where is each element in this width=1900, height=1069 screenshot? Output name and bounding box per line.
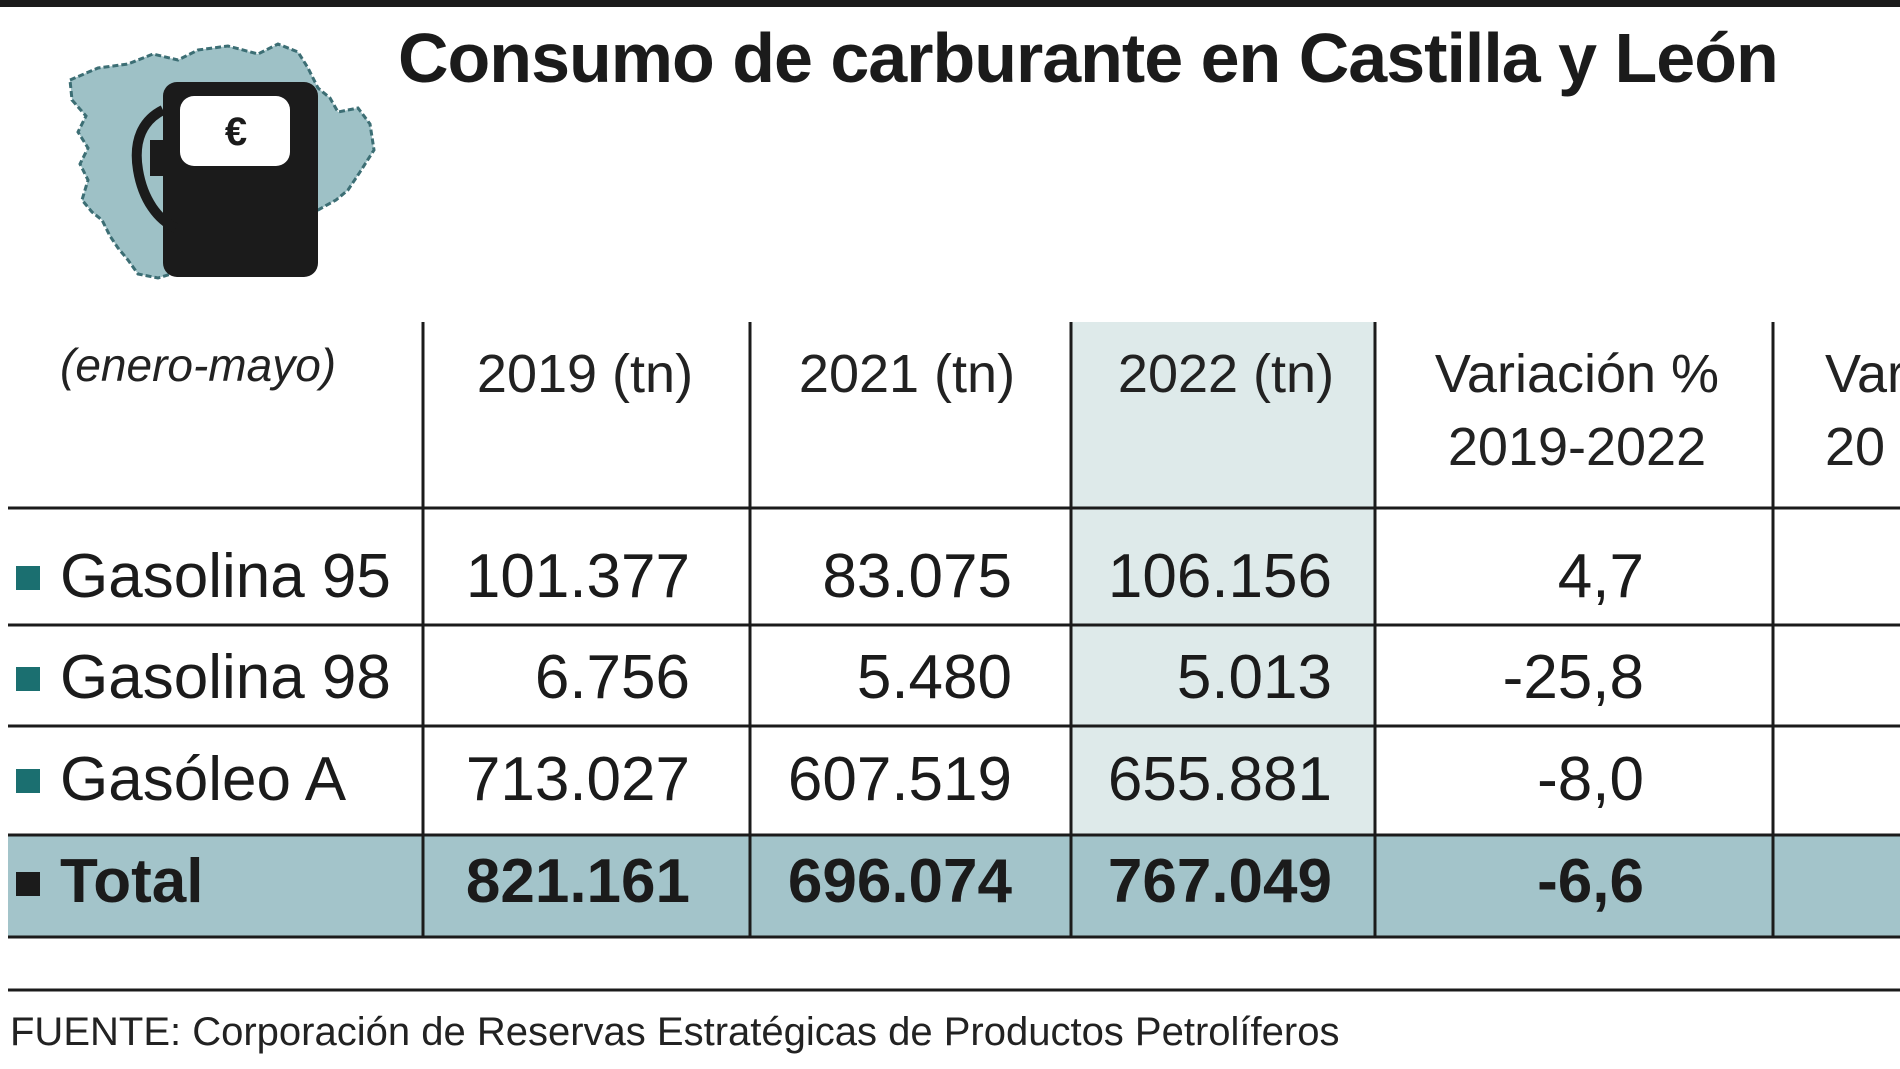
cell-value: 4,7 xyxy=(1557,542,1644,611)
cell-value: 106.156 xyxy=(1107,542,1332,611)
source-note: FUENTE: Corporación de Reservas Estratég… xyxy=(10,1010,1340,1054)
total-value: 696.074 xyxy=(787,847,1012,916)
row-label-gasolina-98: Gasolina 98 xyxy=(60,643,391,712)
cell-value: 6.756 xyxy=(534,643,690,712)
fuel-pump-icon xyxy=(131,82,318,277)
total-row-background xyxy=(8,835,1900,937)
cell-value: 101.377 xyxy=(465,542,690,611)
top-rule xyxy=(0,0,1900,7)
row-label-gasolina-95: Gasolina 95 xyxy=(60,542,391,611)
total-value: 767.049 xyxy=(1107,847,1332,916)
total-value: -6,6 xyxy=(1537,847,1644,916)
total-value: 821.161 xyxy=(465,847,690,916)
cell-value: 83.075 xyxy=(822,542,1012,611)
chart-title: Consumo de carburante en Castilla y León xyxy=(398,19,1779,97)
cell-value: 607.519 xyxy=(787,745,1012,814)
cell-value: -8,0 xyxy=(1537,745,1644,814)
period-label: (enero-mayo) xyxy=(60,339,337,391)
euro-symbol: € xyxy=(225,110,247,154)
cell-value: 5.013 xyxy=(1176,643,1332,712)
row-label-total: Total xyxy=(60,847,204,916)
bullet-gasoleo-a xyxy=(16,769,40,793)
column-header-variation-partial: Var 20 xyxy=(1825,344,1900,477)
bullet-gasolina-95 xyxy=(16,566,40,590)
cell-value: 655.881 xyxy=(1107,745,1332,814)
column-header-2019: 2019 (tn) xyxy=(476,344,694,404)
cell-value: 5.480 xyxy=(856,643,1012,712)
highlight-column-2022 xyxy=(1071,322,1375,835)
bullet-gasolina-98 xyxy=(16,667,40,691)
bullet-total xyxy=(16,872,40,896)
column-header-2021: 2021 (tn) xyxy=(798,344,1016,404)
cell-value: -25,8 xyxy=(1502,643,1644,712)
row-label-gasoleo-a: Gasóleo A xyxy=(60,745,347,814)
column-header-2022: 2022 (tn) xyxy=(1117,344,1335,404)
cell-value: 713.027 xyxy=(465,745,690,814)
column-header-variation-2019-2022: Variación % 2019-2022 xyxy=(1434,344,1720,477)
logo-map-fuel-pump: € xyxy=(68,42,376,280)
